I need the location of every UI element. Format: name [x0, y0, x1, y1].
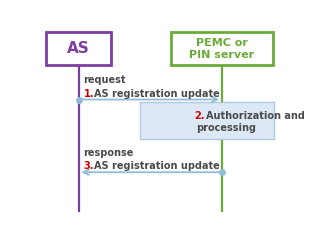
Text: request: request [83, 75, 126, 85]
Text: AS registration update: AS registration update [94, 161, 220, 171]
Text: Authorization and: Authorization and [206, 111, 305, 121]
Text: processing: processing [196, 123, 256, 133]
FancyBboxPatch shape [46, 32, 111, 65]
FancyBboxPatch shape [171, 32, 273, 65]
Text: 2.: 2. [194, 111, 205, 121]
Text: 3.: 3. [83, 161, 94, 171]
Text: 1.: 1. [83, 89, 94, 99]
FancyBboxPatch shape [140, 102, 274, 139]
Text: AS: AS [67, 41, 90, 56]
Text: response: response [83, 147, 134, 158]
Text: PEMC or
PIN server: PEMC or PIN server [189, 38, 255, 60]
Text: AS registration update: AS registration update [94, 89, 220, 99]
